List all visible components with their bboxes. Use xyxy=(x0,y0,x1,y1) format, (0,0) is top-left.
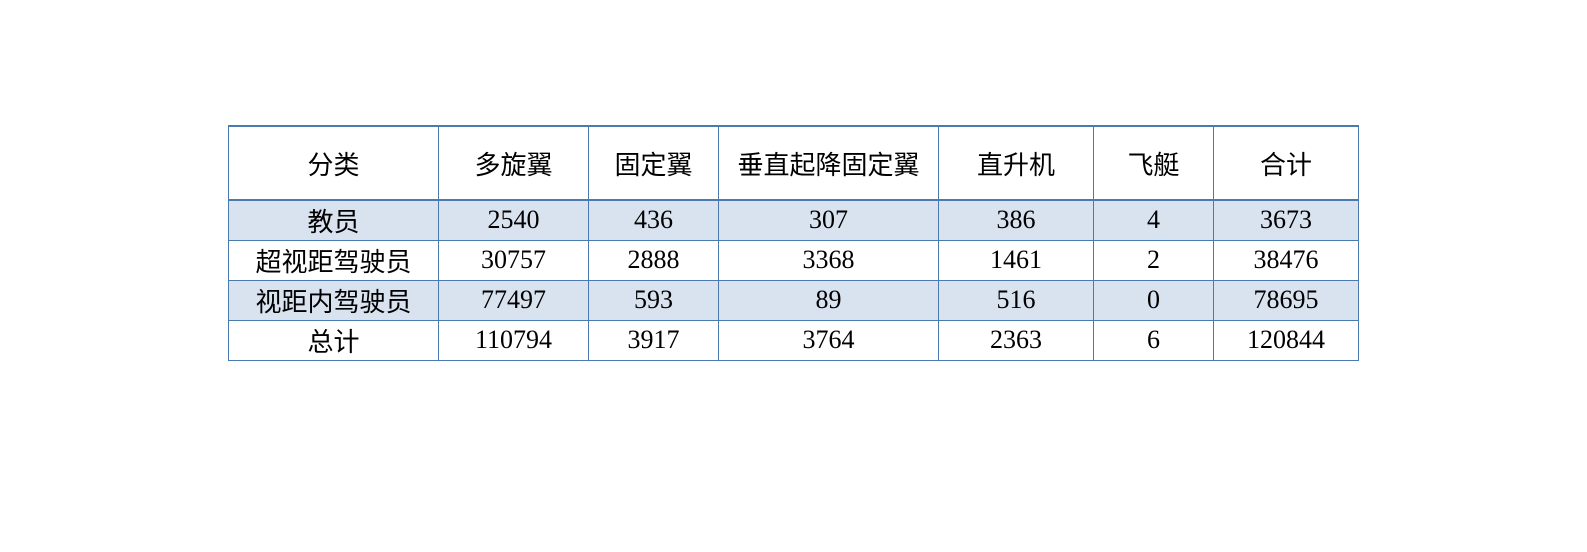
table-cell: 2 xyxy=(1094,240,1214,280)
table-cell: 516 xyxy=(939,280,1094,320)
table-cell: 78695 xyxy=(1214,280,1359,320)
column-header: 合计 xyxy=(1214,126,1359,200)
table-cell: 386 xyxy=(939,200,1094,240)
table-cell: 总计 xyxy=(229,320,439,360)
table-cell: 3917 xyxy=(589,320,719,360)
table-cell: 2363 xyxy=(939,320,1094,360)
table-cell: 0 xyxy=(1094,280,1214,320)
table-cell: 4 xyxy=(1094,200,1214,240)
table-cell: 2540 xyxy=(439,200,589,240)
column-header: 多旋翼 xyxy=(439,126,589,200)
table-row: 超视距驾驶员 30757 2888 3368 1461 2 38476 xyxy=(229,240,1359,280)
table-cell: 3764 xyxy=(719,320,939,360)
table-row: 视距内驾驶员 77497 593 89 516 0 78695 xyxy=(229,280,1359,320)
table-cell: 436 xyxy=(589,200,719,240)
column-header: 分类 xyxy=(229,126,439,200)
table-cell: 2888 xyxy=(589,240,719,280)
table-row: 教员 2540 436 307 386 4 3673 xyxy=(229,200,1359,240)
table-cell: 1461 xyxy=(939,240,1094,280)
table-cell: 77497 xyxy=(439,280,589,320)
table-cell: 视距内驾驶员 xyxy=(229,280,439,320)
column-header: 固定翼 xyxy=(589,126,719,200)
table-cell: 教员 xyxy=(229,200,439,240)
table-cell: 593 xyxy=(589,280,719,320)
table-row: 总计 110794 3917 3764 2363 6 120844 xyxy=(229,320,1359,360)
table-cell: 3673 xyxy=(1214,200,1359,240)
table-cell: 3368 xyxy=(719,240,939,280)
table-header-row: 分类 多旋翼 固定翼 垂直起降固定翼 直升机 飞艇 合计 xyxy=(229,126,1359,200)
column-header: 飞艇 xyxy=(1094,126,1214,200)
table-cell: 110794 xyxy=(439,320,589,360)
table-cell: 89 xyxy=(719,280,939,320)
column-header: 直升机 xyxy=(939,126,1094,200)
table-cell: 6 xyxy=(1094,320,1214,360)
column-header: 垂直起降固定翼 xyxy=(719,126,939,200)
data-table: 分类 多旋翼 固定翼 垂直起降固定翼 直升机 飞艇 合计 教员 2540 436… xyxy=(228,125,1359,361)
table-cell: 120844 xyxy=(1214,320,1359,360)
table-cell: 超视距驾驶员 xyxy=(229,240,439,280)
table-cell: 30757 xyxy=(439,240,589,280)
table-cell: 307 xyxy=(719,200,939,240)
table-cell: 38476 xyxy=(1214,240,1359,280)
